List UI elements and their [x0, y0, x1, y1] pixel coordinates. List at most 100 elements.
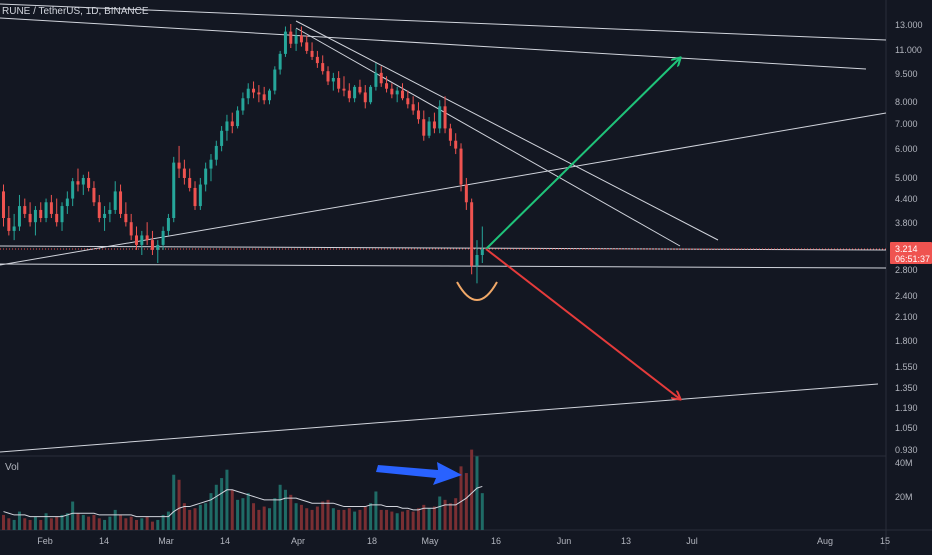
trendline-descending-2[interactable] [295, 27, 681, 247]
candle[interactable] [347, 83, 351, 103]
candle[interactable] [401, 83, 404, 101]
candle[interactable] [470, 198, 474, 275]
volume-bar[interactable] [299, 504, 303, 530]
volume-bar[interactable] [119, 514, 123, 530]
volume-bar[interactable] [182, 503, 186, 530]
candle[interactable] [198, 177, 202, 210]
volume-bar[interactable] [17, 511, 21, 530]
candle[interactable] [432, 112, 436, 134]
volume-bar[interactable] [369, 503, 373, 530]
candle[interactable] [177, 145, 181, 178]
candle[interactable] [342, 76, 346, 97]
candle[interactable] [448, 123, 452, 146]
trendline-descending-1[interactable] [295, 20, 719, 241]
volume-bar[interactable] [443, 499, 447, 530]
candle[interactable] [55, 198, 59, 227]
volume-bar[interactable] [438, 496, 442, 531]
volume-bar[interactable] [347, 508, 351, 530]
candle[interactable] [65, 191, 69, 214]
candle[interactable] [60, 202, 64, 231]
candle[interactable] [257, 85, 261, 103]
volume-bar[interactable] [241, 498, 245, 530]
volume-bar[interactable] [145, 516, 149, 530]
volume-bar[interactable] [161, 514, 165, 530]
volume-bar[interactable] [156, 519, 160, 530]
trendline-support-lower[interactable] [0, 263, 887, 269]
volume-bar[interactable] [172, 474, 176, 530]
candle[interactable] [422, 110, 426, 141]
candle[interactable] [119, 184, 123, 219]
volume-bar[interactable] [103, 519, 107, 530]
volume-bar[interactable] [214, 484, 218, 530]
volume-bar[interactable] [44, 513, 48, 530]
candle[interactable] [454, 133, 458, 155]
candle[interactable] [262, 86, 266, 105]
volume-bar[interactable] [480, 493, 484, 530]
candle[interactable] [294, 29, 298, 51]
candle[interactable] [236, 106, 240, 129]
volume-bar[interactable] [71, 501, 75, 530]
volume-bar[interactable] [135, 519, 138, 530]
volume-bar[interactable] [283, 489, 287, 530]
volume-bar[interactable] [39, 519, 43, 530]
volume-bar[interactable] [432, 506, 436, 530]
volume-bar[interactable] [124, 518, 128, 530]
volume-bar[interactable] [204, 503, 208, 530]
candle[interactable] [103, 206, 107, 231]
bottom-smile-annotation[interactable] [456, 281, 498, 301]
volume-bar[interactable] [358, 509, 362, 530]
candle[interactable] [12, 213, 16, 241]
candle[interactable] [209, 154, 213, 182]
volume-bar[interactable] [342, 509, 346, 530]
candle[interactable] [145, 222, 149, 245]
candle[interactable] [97, 194, 101, 223]
volume-bar[interactable] [230, 489, 234, 530]
volume-bar[interactable] [289, 494, 293, 530]
volume-bar[interactable] [385, 509, 389, 530]
volume-bar[interactable] [97, 518, 101, 530]
volume-bar[interactable] [60, 514, 64, 530]
candle[interactable] [39, 202, 43, 223]
candle[interactable] [305, 35, 309, 54]
volume-bar[interactable] [23, 518, 27, 530]
time-axis[interactable]: Feb 14 Mar 14 Apr 18 May 16 Jun 13 Jul A… [37, 536, 890, 546]
candle[interactable] [150, 230, 154, 255]
volume-bar[interactable] [28, 519, 32, 530]
volume-bar[interactable] [55, 516, 59, 530]
candle[interactable] [81, 174, 85, 195]
candle[interactable] [427, 116, 431, 139]
bearish-arrow[interactable] [485, 248, 680, 399]
candle[interactable] [92, 181, 96, 207]
volume-bar[interactable] [2, 514, 5, 530]
candle[interactable] [379, 66, 383, 87]
candle[interactable] [156, 240, 160, 263]
volume-bar[interactable] [353, 511, 357, 530]
volume-bar[interactable] [76, 513, 80, 530]
volume-bar[interactable] [395, 513, 399, 530]
candle[interactable] [438, 100, 442, 134]
candle[interactable] [28, 202, 32, 227]
candle[interactable] [7, 206, 11, 236]
candle[interactable] [480, 226, 484, 263]
volume-bar[interactable] [475, 456, 479, 530]
candle[interactable] [273, 66, 277, 95]
volume-bar[interactable] [166, 511, 170, 530]
candle[interactable] [385, 76, 389, 93]
volume-bar[interactable] [470, 449, 474, 530]
candle[interactable] [395, 86, 399, 103]
volume-bar[interactable] [268, 508, 271, 530]
volume-bar[interactable] [379, 509, 383, 530]
candle[interactable] [416, 102, 420, 124]
volume-bar[interactable] [49, 518, 53, 530]
volume-bar[interactable] [236, 499, 240, 530]
candle[interactable] [23, 198, 27, 219]
candle[interactable] [252, 81, 256, 99]
volume-bar[interactable] [209, 493, 213, 530]
candle[interactable] [140, 230, 144, 255]
volume-bar[interactable] [464, 473, 468, 530]
volume-bar[interactable] [129, 516, 133, 530]
candle[interactable] [464, 177, 468, 210]
candle[interactable] [71, 177, 75, 207]
candle[interactable] [337, 71, 341, 93]
candle[interactable] [268, 88, 271, 105]
